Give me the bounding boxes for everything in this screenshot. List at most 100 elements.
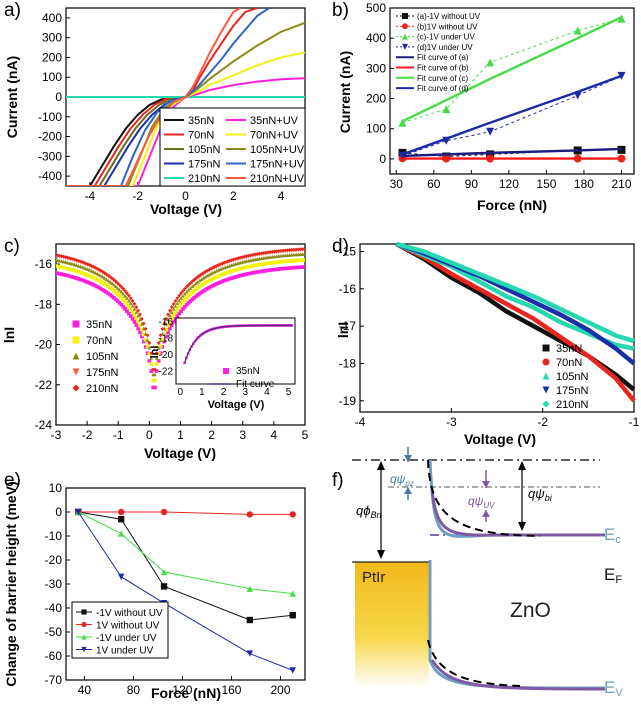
b-data-point [573,26,582,35]
e-data-point [246,616,254,624]
ev-label: EV [604,678,623,699]
c-data-point [166,312,170,317]
c-data-point [168,308,172,313]
c-data-point [140,321,144,326]
c-data-point [100,288,105,292]
c-data-point [302,247,305,251]
c-data-point [110,281,114,286]
c-data-point [265,250,269,255]
c-data-point [127,293,131,298]
c-data-point [295,265,299,270]
a-xtick-label: 2 [230,189,237,203]
a-legend-label: 35nN [188,115,214,127]
c-data-point [196,293,200,297]
c-data-point [141,332,146,337]
c-data-point [155,356,159,360]
c-data-point [220,272,225,277]
c-data-point [121,286,126,291]
c-data-point [188,299,193,303]
c-inset-legend-label: Fit curve [236,379,275,390]
c-data-point [164,321,168,326]
c-data-point [263,250,267,255]
c-data-point [214,282,219,286]
c-data-point [255,252,260,256]
c-data-point [222,271,226,276]
e-ytick-label: -60 [45,649,63,663]
c-data-point [169,323,174,327]
c-data-point [102,276,107,280]
psi-bi-arrowhead-bottom [518,522,526,531]
c-data-point [112,282,116,287]
c-data-point [106,278,111,283]
c-data-point [56,264,60,269]
c-ytick-label: -18 [35,297,53,311]
c-data-point [93,283,98,288]
c-data-point [80,271,84,275]
c-data-point [71,275,75,279]
a-series-group [66,8,305,186]
c-data-point [205,279,210,284]
c-data-point [115,299,120,303]
c-data-point [222,278,226,283]
c-data-point [123,288,127,293]
c-data-point [74,276,79,280]
c-data-point [183,304,187,309]
c-data-point [56,253,60,258]
b-legend-label: (d)1V under UV [417,43,473,52]
c-data-point [89,263,94,268]
c-data-point [175,301,180,305]
c-data-point [246,271,251,276]
c-data-point [229,269,234,273]
chart-b: 30 60 90 120 150 180 210 0 100 200 300 400 500 Force … [337,1,635,213]
c-data-point [282,266,286,271]
c-data-point [65,266,70,271]
c-data-point [155,369,159,373]
d-ytick-label: -19 [339,394,357,408]
c-data-point [255,270,260,274]
c-data-point [218,280,223,285]
d-legend-label: 175nN [556,385,588,397]
c-data-point [132,320,137,324]
c-data-point [85,267,90,271]
c-data-point [235,256,239,261]
c-data-point [171,302,176,306]
c-data-point [115,292,120,296]
b-legend-marker [402,43,408,50]
c-data-point [76,269,81,274]
c-data-point [246,264,251,269]
e-data-point [289,511,296,518]
b-ylabel: Current (nA) [337,51,353,133]
c-data-point [199,277,204,281]
phi-bn-arrowhead-top [377,461,385,470]
c-data-point [102,289,107,293]
c-legend-label: 175nN [86,367,118,379]
c-inset-xlabel: Voltage (V) [208,399,265,411]
c-data-point [246,253,251,258]
c-data-point [121,297,126,302]
c-data-point [153,367,157,372]
c-data-point [134,305,139,309]
psi-uv-arrowhead [482,481,490,488]
c-data-point [155,351,159,355]
c-data-point [102,282,107,286]
c-data-point [184,302,189,307]
ec-band-zno [428,459,605,538]
c-data-point [291,247,295,252]
c-data-point [104,290,109,295]
b-data-point [398,118,407,127]
chart-d: -4 -3 -2 -1 -19 -18 -17 -16 -15 Voltage (V) lnI 35n… [335,241,640,447]
e-data-point [289,667,296,674]
c-data-point [289,259,294,263]
c-legend-marker [72,336,80,344]
c-data-point [272,267,277,272]
c-data-point [63,266,68,270]
c-data-point [263,268,267,273]
e-ytick-label: -20 [45,553,63,567]
c-data-point [268,261,273,265]
c-data-point [108,293,112,297]
c-data-point [119,302,124,307]
d-xtick-label: -4 [355,415,366,429]
d-legend-label: 210nN [556,399,588,411]
c-data-point [179,309,183,313]
c-data-point [160,338,165,342]
